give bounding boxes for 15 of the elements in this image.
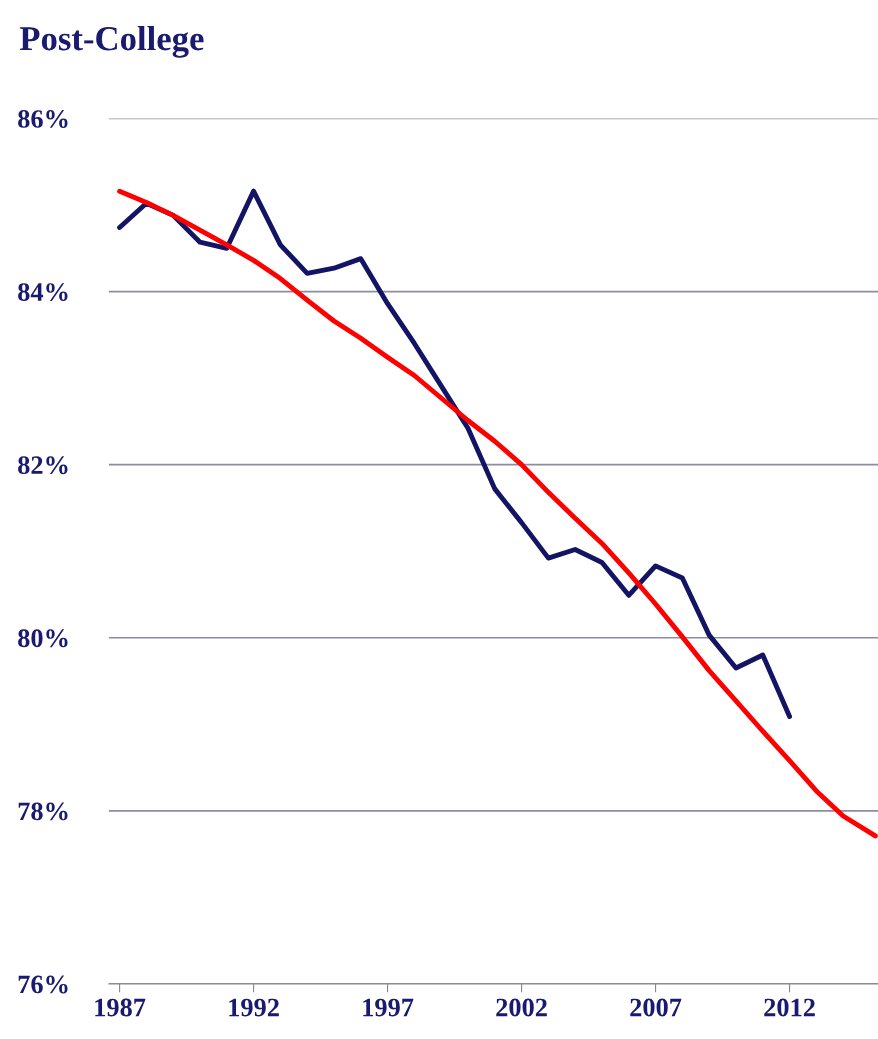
- line-series: [117, 188, 792, 719]
- x-tick-label: 2002: [496, 998, 547, 1017]
- x-tick-label: 1997: [363, 998, 414, 1017]
- y-tick-label: 86%: [18, 110, 68, 128]
- y-tick-label: 78%: [18, 802, 68, 821]
- y-tick-label: 80%: [18, 629, 68, 648]
- y-tick-label: 82%: [18, 456, 68, 475]
- x-tick-label: 2007: [630, 998, 682, 1017]
- y-tick-label: 76%: [18, 975, 68, 994]
- chart-title: Post-College: [19, 25, 204, 58]
- x-tick-label: 1992: [229, 998, 279, 1017]
- x-tick-label: 1987: [95, 998, 146, 1017]
- y-tick-label: 84%: [18, 283, 68, 302]
- line-series: [117, 188, 878, 839]
- x-tick-label: 2012: [764, 998, 815, 1017]
